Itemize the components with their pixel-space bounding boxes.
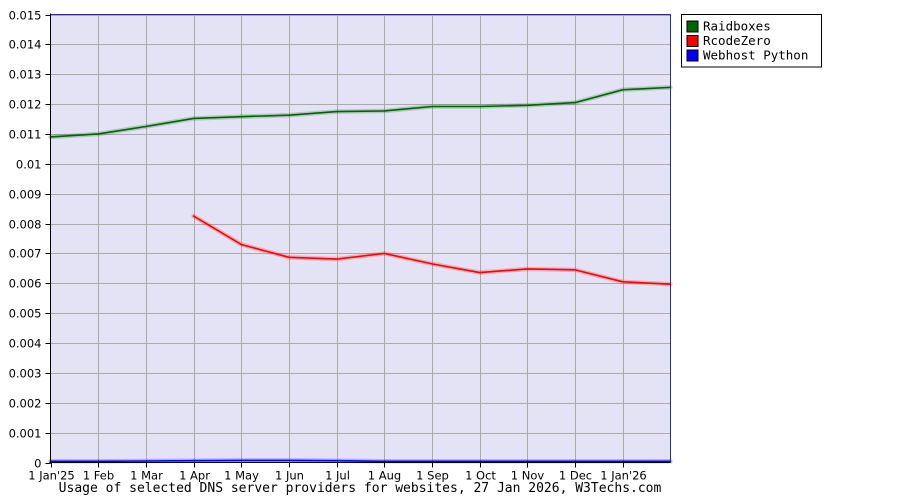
series-line-webhost-python (49, 459, 672, 463)
x-axis-tick-label: 1 Aug (368, 469, 401, 483)
y-axis-tick-label: 0.013 (9, 68, 42, 82)
x-axis-tick-label: 1 Jun (275, 469, 304, 483)
x-gridlines (98, 14, 624, 463)
legend-swatch-rcodezero (686, 34, 699, 47)
y-axis-tick-label: 0.007 (9, 247, 42, 261)
y-gridlines (50, 15, 671, 434)
y-axis-tick-label: 0.01 (16, 158, 42, 172)
x-axis-tick-label: 1 Dec (559, 469, 592, 483)
y-axis-ticks: 0 0.001 0.002 0.003 0.004 0.005 0.006 0.007 0.00… (9, 9, 51, 471)
series-lines (48, 85, 673, 464)
y-axis-tick-label: 0.005 (9, 307, 42, 321)
x-axis-tick-label: 1 Jan'26 (600, 469, 647, 483)
legend-label-raidboxes: Raidboxes (703, 18, 771, 33)
y-axis-tick-label: 0.009 (9, 188, 42, 202)
y-axis-tick-label: 0.003 (9, 367, 42, 381)
plot-area-background (50, 14, 671, 463)
x-axis-tick-label: 1 Mar (130, 469, 163, 483)
y-axis-tick-label: 0.008 (9, 218, 42, 232)
y-axis-tick-label: 0.014 (9, 38, 42, 52)
x-axis-tick-label: 1 Apr (179, 469, 210, 483)
legend-label-rcodezero: RcodeZero (703, 33, 771, 48)
x-axis-ticks: 1 Jan'25 1 Feb 1 Mar 1 Apr 1 May 1 Jun 1 Jul 1 … (28, 462, 647, 483)
x-axis-tick-label: 1 Jul (325, 469, 350, 483)
y-axis-tick-label: 0.004 (9, 337, 42, 351)
y-axis-tick-label: 0.011 (9, 128, 42, 142)
y-axis-tick-label: 0.015 (9, 9, 42, 23)
legend-label-webhost-python: Webhost Python (703, 47, 808, 62)
legend-swatch-raidboxes (686, 20, 699, 33)
y-axis-tick-label: 0.001 (9, 427, 42, 441)
x-axis-tick-label: 1 Jan'25 (28, 469, 75, 483)
series-line-rcodezero (192, 215, 672, 285)
x-axis-tick-label: 1 Nov (511, 469, 545, 483)
y-axis-tick-label: 0.012 (9, 98, 42, 112)
legend-swatch-webhost-python (686, 49, 699, 62)
x-axis-tick-label: 1 Feb (83, 469, 114, 483)
y-axis-tick-label: 0.006 (9, 277, 42, 291)
legend-box (680, 13, 823, 68)
x-axis-tick-label: 1 May (224, 469, 259, 483)
axis-lines (49, 13, 671, 464)
x-axis-tick-label: 1 Sep (416, 469, 449, 483)
y-axis-tick-label: 0.002 (9, 397, 42, 411)
series-line-raidboxes (49, 86, 672, 138)
x-axis-tick-label: 1 Oct (465, 469, 496, 483)
chart-caption: Usage of selected DNS server providers f… (59, 481, 662, 496)
y-axis-tick-label: 0 (34, 457, 41, 471)
